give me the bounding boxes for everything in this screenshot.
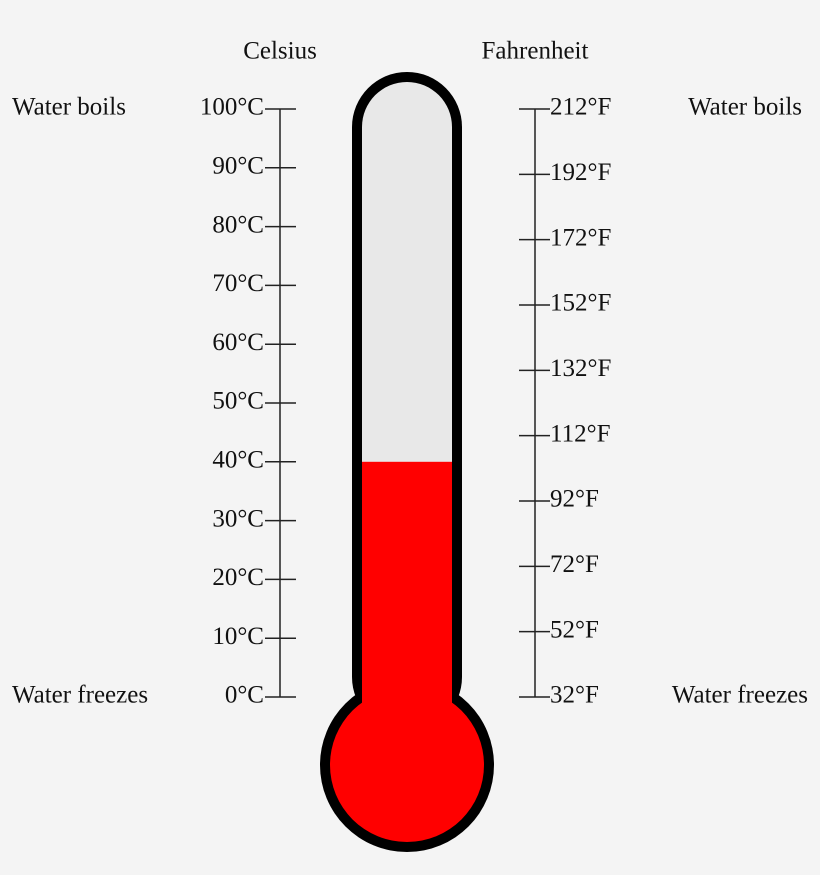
fahrenheit-tick-label: 212°F	[550, 94, 611, 121]
fahrenheit-tick-label: 52°F	[550, 616, 599, 643]
celsius-tick-label: 20°C	[212, 564, 264, 591]
mercury	[362, 461, 452, 765]
fahrenheit-tick-label: 92°F	[550, 486, 599, 513]
fahrenheit-tick-label: 32°F	[550, 682, 599, 709]
fahrenheit-tick-label: 112°F	[550, 420, 610, 447]
celsius-tick-label: 90°C	[212, 153, 264, 180]
fahrenheit-tick-label: 192°F	[550, 159, 611, 186]
celsius-title: Celsius	[243, 38, 317, 65]
fahrenheit-tick-label: 152°F	[550, 290, 611, 317]
celsius-tick-label: 100°C	[200, 94, 264, 121]
fahrenheit-freeze-note: Water freezes	[672, 682, 808, 709]
celsius-tick-label: 40°C	[212, 447, 264, 474]
celsius-freeze-note: Water freezes	[12, 682, 148, 709]
celsius-tick-label: 60°C	[212, 329, 264, 356]
celsius-tick-label: 50°C	[212, 388, 264, 415]
fahrenheit-boil-note: Water boils	[688, 94, 802, 121]
celsius-tick-label: 10°C	[212, 623, 264, 650]
celsius-tick-label: 30°C	[212, 505, 264, 532]
celsius-boil-note: Water boils	[12, 94, 126, 121]
fahrenheit-tick-label: 172°F	[550, 224, 611, 251]
fahrenheit-tick-label: 72°F	[550, 551, 599, 578]
celsius-tick-label: 80°C	[212, 211, 264, 238]
fahrenheit-title: Fahrenheit	[482, 38, 589, 65]
fahrenheit-tick-label: 132°F	[550, 355, 611, 382]
celsius-tick-label: 0°C	[225, 682, 264, 709]
celsius-tick-label: 70°C	[212, 270, 264, 297]
